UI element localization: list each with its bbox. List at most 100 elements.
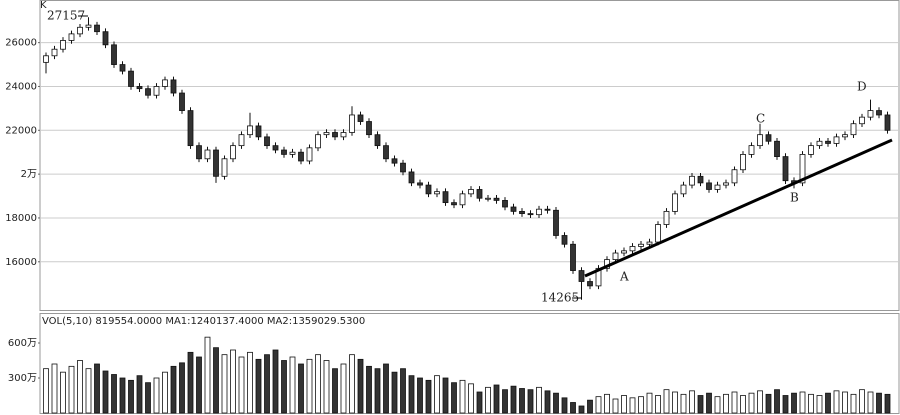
- candle-body: [740, 154, 746, 171]
- candle-body: [400, 162, 406, 173]
- candle-body: [128, 70, 134, 87]
- volume-bar: [655, 395, 661, 414]
- volume-bar: [646, 392, 653, 414]
- volume-bar: [604, 393, 610, 414]
- volume-bar: [68, 365, 75, 414]
- volume-bar: [221, 354, 228, 414]
- candle-body: [204, 149, 211, 160]
- candle-body: [119, 64, 126, 72]
- annotation-label: D: [857, 80, 867, 94]
- volume-bar: [493, 384, 500, 414]
- volume-bar: [451, 382, 457, 414]
- candle-body: [536, 208, 542, 216]
- candle-body: [425, 184, 432, 195]
- candle-body: [714, 184, 721, 190]
- candle-body: [476, 189, 483, 199]
- candle-body: [434, 191, 440, 195]
- candle-body: [757, 134, 763, 147]
- volume-bar: [510, 385, 517, 414]
- candle-body: [111, 44, 117, 65]
- volume-bar: [306, 358, 313, 414]
- candle-body: [230, 145, 236, 160]
- candle-body: [340, 132, 347, 138]
- volume-bar: [383, 363, 389, 414]
- volume-bar: [357, 358, 364, 414]
- candle-body: [621, 250, 627, 254]
- candle-body: [553, 209, 559, 236]
- volume-bar: [94, 363, 100, 414]
- candle-body: [51, 48, 58, 57]
- volume-bar: [842, 391, 848, 414]
- volume-bar: [434, 375, 440, 414]
- volume-bar: [204, 336, 211, 414]
- volume-bar: [340, 363, 347, 414]
- candle-body: [689, 175, 695, 186]
- annotation-label: B: [790, 191, 799, 205]
- volume-bar: [570, 402, 576, 414]
- candle-body: [867, 110, 874, 118]
- volume-bar: [119, 377, 126, 414]
- volume-bar: [782, 395, 789, 414]
- volume-bar: [561, 397, 568, 414]
- candle-body: [332, 132, 338, 138]
- candle-body: [196, 145, 202, 160]
- high-annotation: 27157: [47, 9, 85, 23]
- volume-bar: [281, 360, 287, 414]
- candle-body: [468, 189, 474, 195]
- candle-body: [697, 175, 704, 184]
- candle-body: [68, 33, 75, 41]
- candle-body: [519, 210, 525, 214]
- candle-body: [502, 200, 508, 208]
- candle-body: [833, 136, 840, 144]
- candle-body: [451, 202, 457, 206]
- candle-body: [170, 79, 177, 94]
- volume-bar: [374, 368, 381, 414]
- candle-body: [825, 140, 831, 144]
- candle-body: [587, 281, 593, 287]
- candle-body: [612, 252, 619, 260]
- candle-body: [162, 79, 168, 87]
- candle-body: [493, 197, 500, 201]
- volume-bar: [272, 349, 279, 414]
- y-tick-label: 22000: [5, 125, 37, 136]
- candle-body: [459, 193, 466, 206]
- volume-bar: [323, 360, 330, 414]
- candle-body: [136, 86, 143, 90]
- candle-body: [357, 114, 364, 122]
- candle-body: [264, 136, 270, 147]
- y-tick-label: 26000: [5, 38, 37, 49]
- y-tick-label: 2万: [21, 169, 37, 180]
- volume-bar: [153, 377, 160, 414]
- volume-bar: [867, 391, 874, 414]
- volume-bar: [799, 391, 806, 414]
- volume-bar: [187, 351, 194, 414]
- candle-body: [85, 24, 92, 28]
- volume-bar: [706, 392, 712, 414]
- candle-body: [374, 134, 381, 147]
- y-tick-label: 600万: [8, 338, 37, 349]
- volume-bar: [247, 351, 253, 414]
- volume-bar: [179, 362, 185, 414]
- volume-bar: [43, 368, 49, 414]
- candle-body: [306, 147, 313, 162]
- volume-bar: [714, 396, 721, 414]
- candle-body: [646, 241, 653, 245]
- volume-panel: [39, 313, 900, 414]
- volume-bar: [689, 390, 695, 414]
- candle-body: [281, 149, 287, 155]
- volume-bar: [502, 389, 508, 414]
- volume-bar: [162, 371, 168, 414]
- y-tick-label: 16000: [5, 257, 37, 268]
- volume-bar: [315, 354, 321, 414]
- candle-body: [298, 151, 304, 162]
- volume-bar: [417, 377, 423, 414]
- volume-bar: [757, 390, 763, 414]
- candle-body: [145, 88, 151, 96]
- candle-body: [544, 208, 551, 211]
- volume-bar: [536, 386, 542, 414]
- candle-body: [595, 267, 602, 287]
- annotation-label: C: [756, 112, 765, 126]
- candle-body: [561, 235, 568, 245]
- candle-body: [247, 125, 253, 136]
